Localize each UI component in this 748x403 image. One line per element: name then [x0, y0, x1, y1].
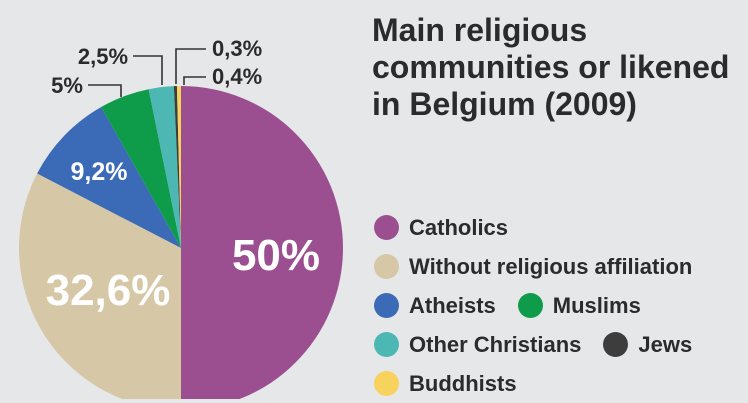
pie-slice-without	[19, 173, 181, 399]
data-label-other-christians: 2,5%	[78, 44, 128, 69]
leader-line-buddhists	[183, 76, 206, 85]
pie-slice-muslims	[101, 89, 181, 248]
leader-line-other-christians	[133, 55, 163, 85]
data-label-without: 32,6%	[46, 266, 171, 315]
data-label-muslims: 5%	[51, 73, 83, 98]
legend-item-catholics: Catholics	[374, 215, 508, 241]
legend-label-other-christians: Other Christians	[409, 331, 582, 357]
data-label-catholics: 50%	[232, 231, 320, 280]
data-label-jews: 0,3%	[212, 36, 262, 61]
legend-swatch-jews	[603, 332, 629, 357]
legend-label-jews: Jews	[638, 331, 693, 357]
legend-item-atheists: Atheists	[374, 293, 496, 319]
legend-swatch-buddhists	[374, 371, 399, 396]
legend-label-buddhists: Buddhists	[409, 370, 517, 396]
legend: Catholics Without religious affiliation …	[374, 208, 746, 403]
legend-swatch-atheists	[374, 293, 399, 318]
legend-item-muslims: Muslims	[517, 292, 641, 319]
leader-line-muslims	[88, 84, 122, 97]
pie-slice-other-christians	[148, 86, 181, 248]
legend-item-without: Without religious affiliation	[374, 254, 692, 280]
legend-label-muslims: Muslims	[552, 292, 641, 318]
legend-swatch-catholics	[374, 215, 399, 240]
pie-slice-jews	[173, 86, 181, 248]
pie-slice-atheists	[37, 107, 182, 248]
legend-label-atheists: Atheists	[409, 292, 496, 318]
pie-slice-catholics	[181, 86, 343, 399]
chart-title: Main religious communities or likened in…	[372, 12, 730, 122]
data-label-buddhists: 0,4%	[212, 64, 262, 89]
legend-item-other-christians: Other Christians	[374, 332, 581, 358]
legend-item-buddhists: Buddhists	[374, 371, 517, 397]
legend-swatch-other-christians	[374, 332, 399, 357]
legend-swatch-muslims	[517, 293, 543, 318]
legend-swatch-without	[374, 254, 399, 279]
pie-slice-buddhists	[176, 85, 181, 248]
legend-label-catholics: Catholics	[409, 214, 509, 240]
data-label-atheists: 9,2%	[71, 158, 128, 186]
legend-item-jews: Jews	[603, 332, 692, 358]
leader-line-jews	[175, 48, 206, 84]
legend-label-without: Without religious affiliation	[409, 253, 693, 279]
